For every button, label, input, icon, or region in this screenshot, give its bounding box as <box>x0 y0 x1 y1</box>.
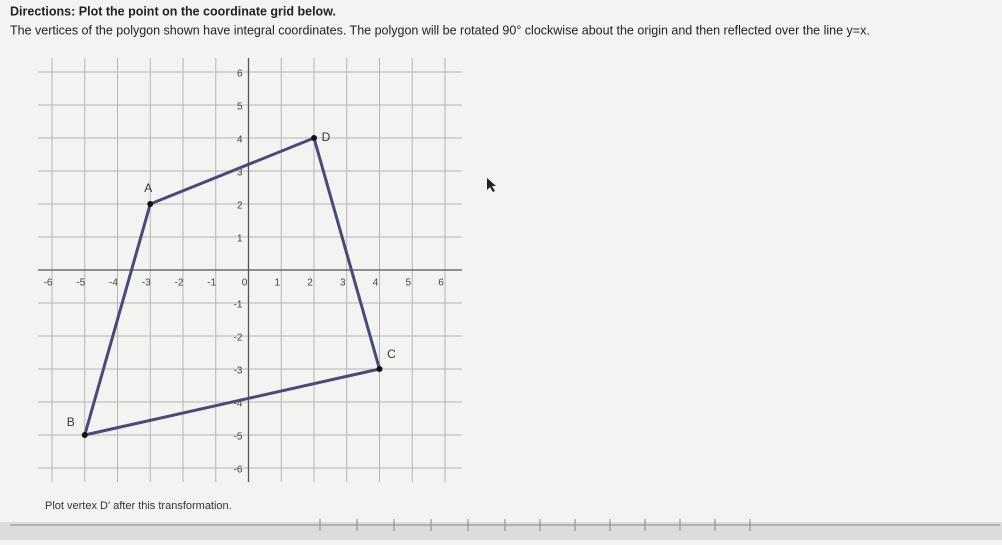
y-tick-label: -1 <box>234 300 243 311</box>
y-tick-label: -5 <box>234 432 243 443</box>
x-tick-label: -4 <box>109 278 118 289</box>
x-tick-label: 5 <box>405 278 411 289</box>
y-tick-label: 1 <box>237 234 243 245</box>
x-tick-label: -3 <box>142 278 151 289</box>
vertex-label: B <box>67 415 75 429</box>
y-tick-label: 3 <box>237 168 243 179</box>
y-tick-label: 5 <box>237 102 243 113</box>
x-tick-label: 0 <box>242 278 248 289</box>
bottom-bar <box>0 522 1002 540</box>
vertex <box>81 432 88 438</box>
x-tick-label: -6 <box>44 278 53 289</box>
y-tick-label: -2 <box>234 333 243 344</box>
x-tick-label: 1 <box>274 278 280 289</box>
y-tick-label: -3 <box>234 366 243 377</box>
polygon <box>83 136 381 437</box>
vertex-label: C <box>387 347 396 361</box>
x-tick-label: 2 <box>307 278 313 289</box>
number-line-ticks <box>319 519 751 531</box>
x-tick-label: -1 <box>207 278 216 289</box>
y-tick-label: 4 <box>237 135 243 146</box>
x-tick-label: -2 <box>175 278 184 289</box>
y-tick-label: -4 <box>234 399 243 410</box>
y-tick-label: -6 <box>234 465 243 476</box>
title: Directions: Plot the point on the coordi… <box>10 4 336 18</box>
vertex <box>311 135 317 141</box>
prompt: Plot vertex D' after this transformation… <box>45 500 232 512</box>
x-tick-label: 6 <box>438 278 444 289</box>
vertex-label: D <box>322 130 331 144</box>
vertex <box>147 201 154 207</box>
x-tick-label: 3 <box>340 278 346 289</box>
x-tick-label: 4 <box>373 278 379 289</box>
cursor <box>487 178 496 192</box>
vertex-label: A <box>144 181 152 195</box>
grid[interactable]: -6 -5 -4 -3 -2 -1 0 1 2 3 4 5 6 6 5 4 3 2 1 -1 -2 -3 -4 -5 -6 A D C… <box>38 58 462 482</box>
vertex <box>376 366 383 372</box>
y-tick-label: 6 <box>237 69 243 80</box>
x-tick-label: -5 <box>76 278 85 289</box>
instruction: The vertices of the polygon shown have i… <box>10 23 870 37</box>
y-tick-label: 2 <box>237 201 243 212</box>
